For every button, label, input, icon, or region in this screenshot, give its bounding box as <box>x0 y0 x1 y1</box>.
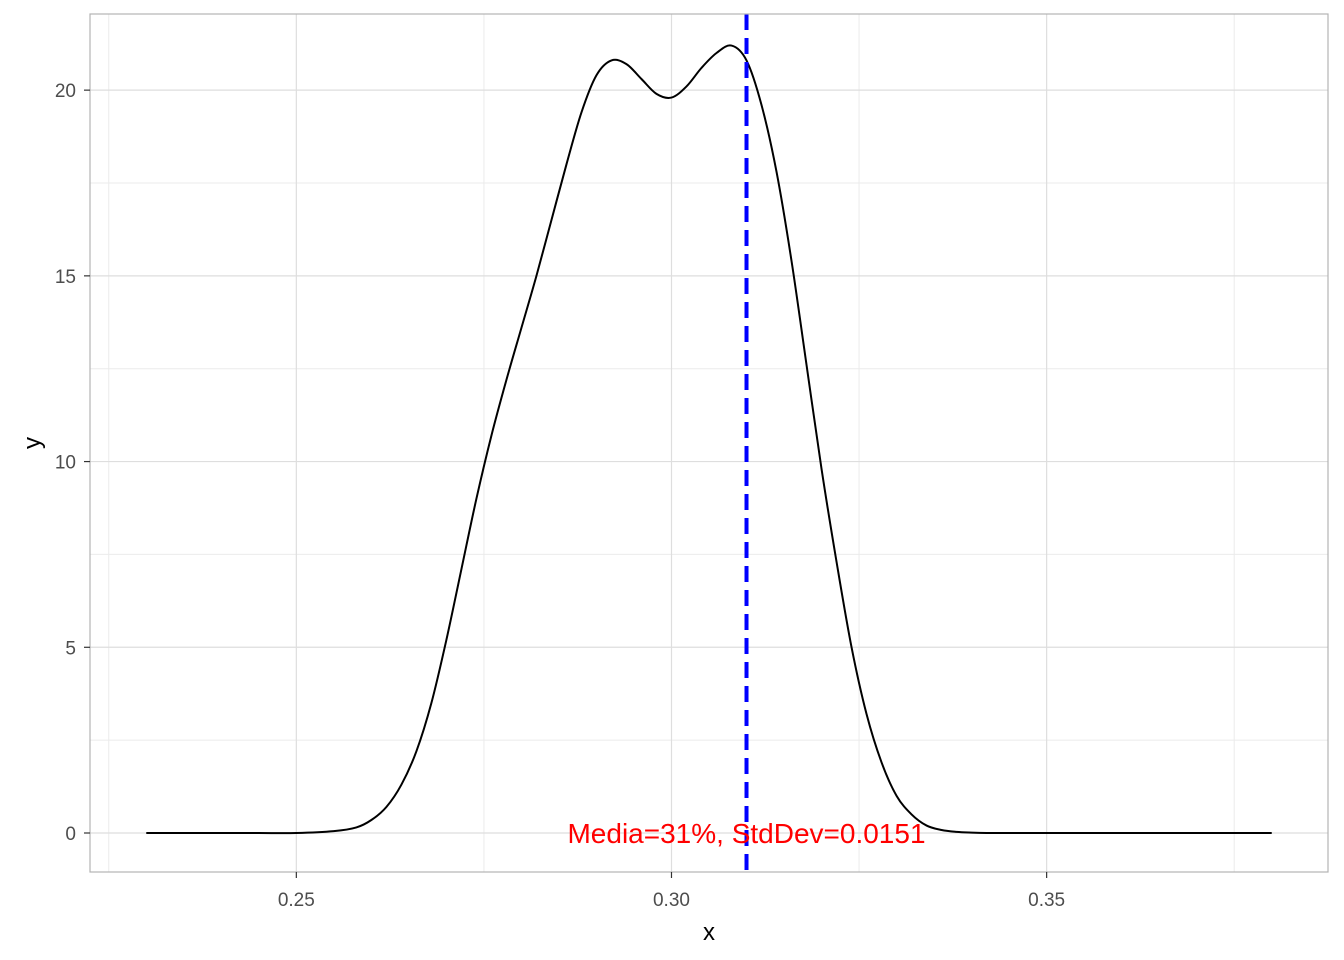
y-tick-label: 15 <box>55 267 76 288</box>
y-tick-label: 5 <box>65 638 76 659</box>
y-tick-label: 0 <box>65 824 76 845</box>
x-axis-title: x <box>703 919 715 946</box>
y-tick-label: 20 <box>55 81 76 102</box>
y-tick-label: 10 <box>55 453 76 474</box>
annotation-label: Media=31%, StdDev=0.0151 <box>567 818 925 849</box>
series-layer <box>146 44 1272 835</box>
x-axis-ticks: 0.25 0.30 0.35 <box>278 872 1065 911</box>
y-axis-title: y <box>19 437 46 449</box>
x-tick-label: 0.35 <box>1028 890 1065 911</box>
y-axis-ticks: 0 5 10 15 20 <box>55 81 90 845</box>
density-line <box>146 44 1272 835</box>
x-tick-label: 0.25 <box>278 890 315 911</box>
x-tick-label: 0.30 <box>653 890 690 911</box>
panel-border <box>89 13 1329 873</box>
